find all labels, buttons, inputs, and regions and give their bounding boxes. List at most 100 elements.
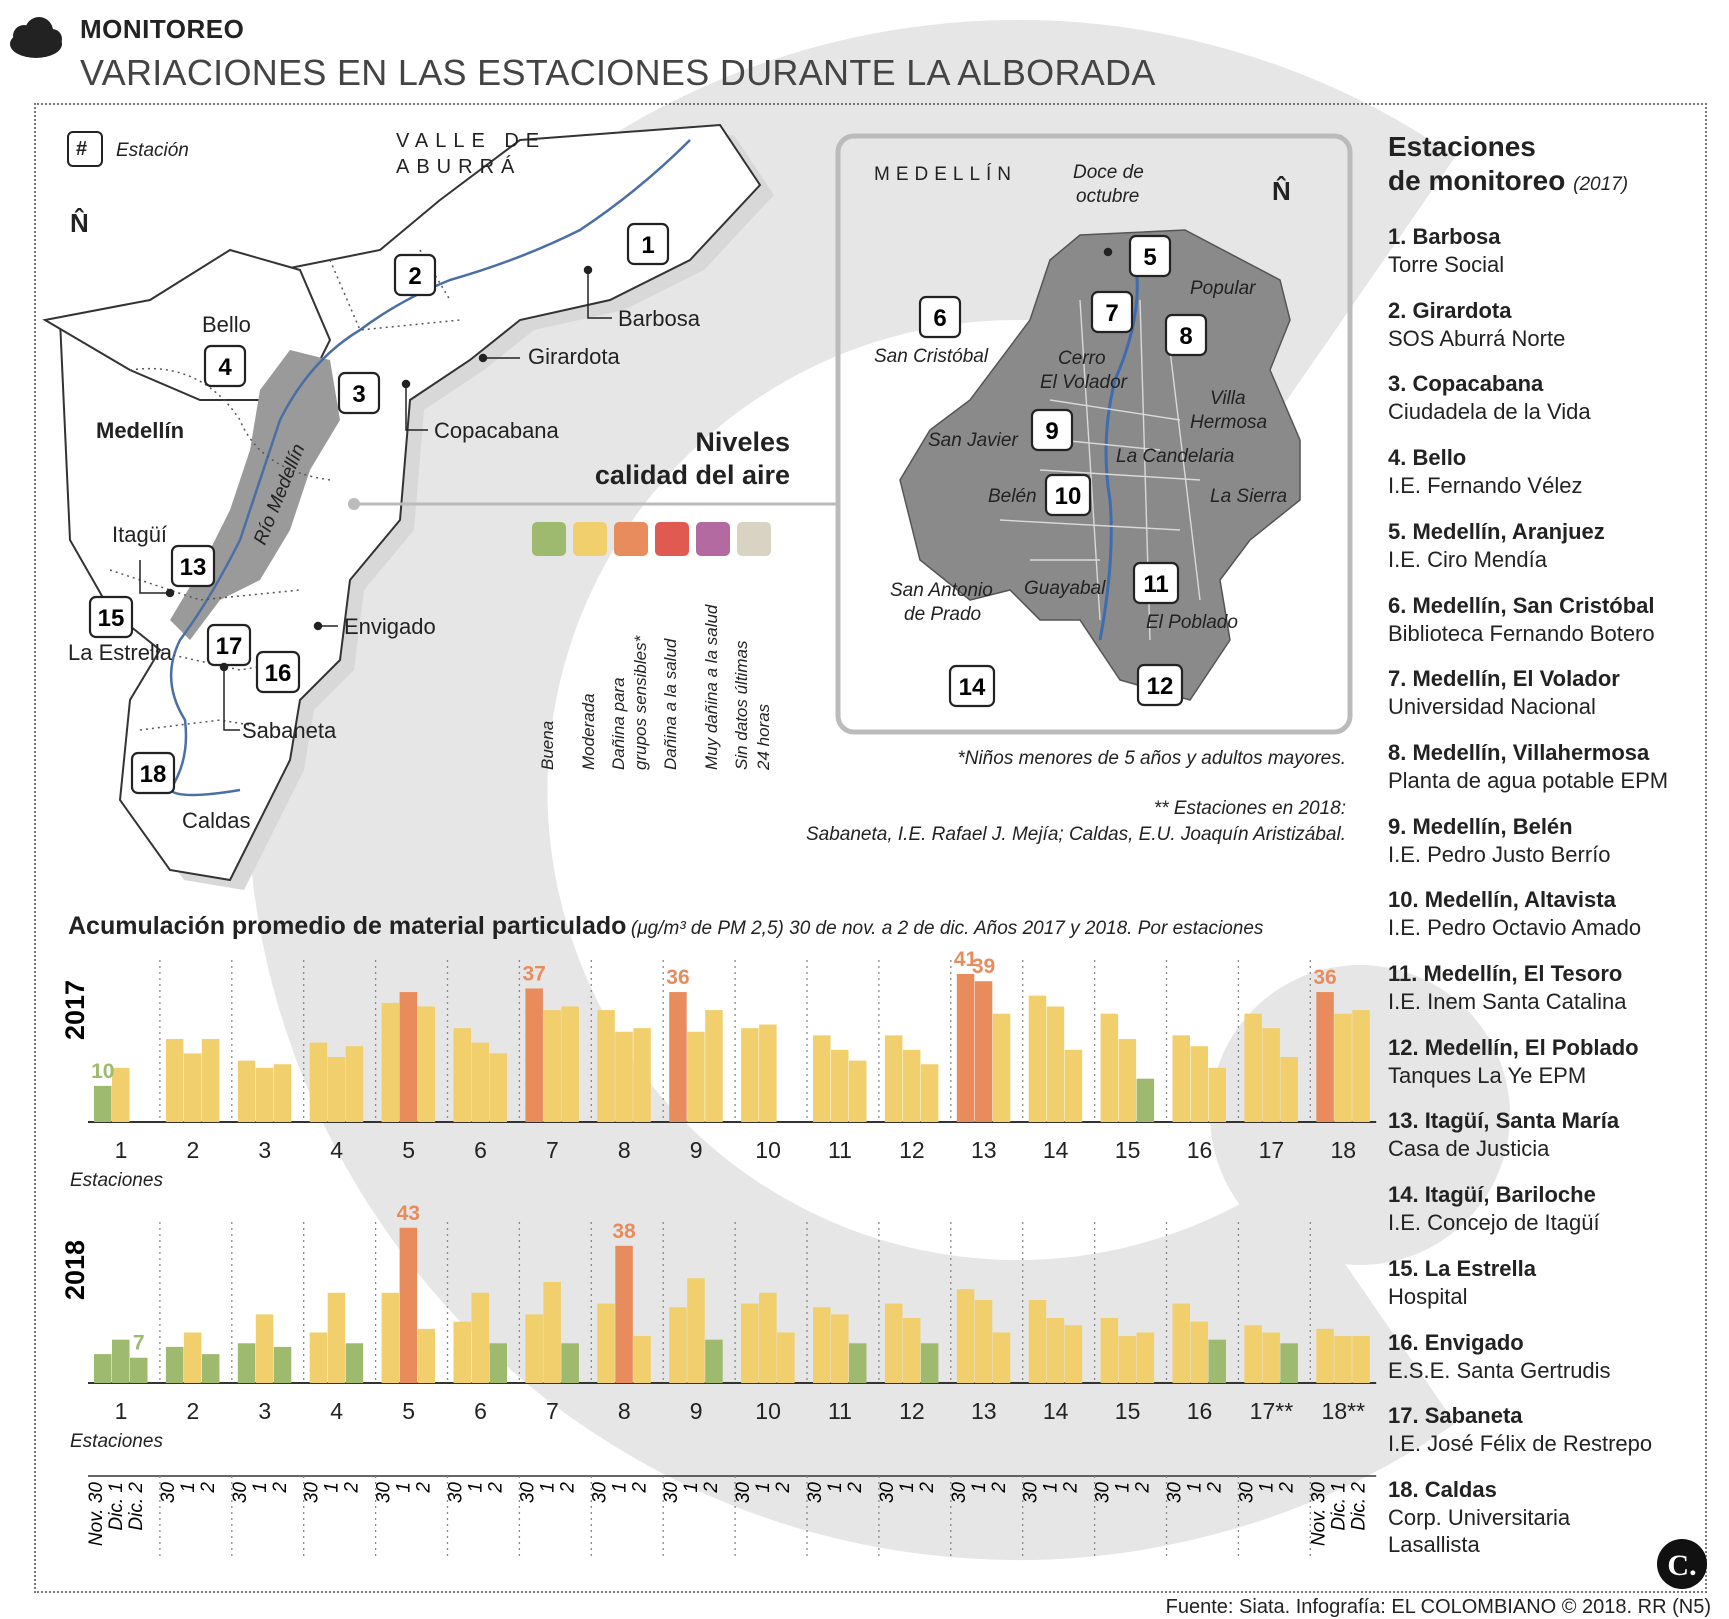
bar-2018-station-17-day-2 bbox=[1280, 1343, 1298, 1383]
bar-2017-station-9-day-1 bbox=[687, 1031, 705, 1122]
x-axis-label-2017: Estaciones bbox=[70, 1170, 163, 1191]
year-label-2017: 2017 bbox=[60, 980, 90, 1040]
bar-2018-station-7-day-1 bbox=[543, 1281, 561, 1383]
source-credit: Fuente: Siata. Infografía: EL COLOMBIANO… bbox=[1165, 1596, 1711, 1618]
bar-2018-station-10-day-2 bbox=[777, 1332, 795, 1383]
station-name-1: 1. Barbosa bbox=[1388, 224, 1501, 249]
bar-2018-station-13-day-1 bbox=[974, 1299, 993, 1383]
station-place-4: I.E. Fernando Vélez bbox=[1388, 473, 1583, 499]
station-tick-2017-3: 3 bbox=[258, 1137, 271, 1163]
station-name-13: 13. Itagüí, Santa María bbox=[1388, 1108, 1620, 1134]
chart-subtitle: (μg/m³ de PM 2,5) 30 de nov. a 2 de dic.… bbox=[630, 918, 1264, 939]
station-tick-2018-8: 8 bbox=[618, 1398, 631, 1424]
station-name-2: 2. Girardota bbox=[1388, 297, 1512, 323]
station-place-6: Biblioteca Fernando Botero bbox=[1388, 620, 1655, 646]
day-tick-14-2: 1 bbox=[1041, 1482, 1062, 1493]
place-copacabana: Copacabana bbox=[434, 418, 559, 443]
station-tick-2017-4: 4 bbox=[330, 1137, 343, 1163]
inset-place-de-prado: de Prado bbox=[904, 604, 982, 625]
bar-2018-station-18**-day-30 bbox=[1316, 1328, 1334, 1383]
station-tick-2017-11: 11 bbox=[828, 1137, 852, 1163]
svg-text:12: 12 bbox=[1147, 673, 1174, 700]
station-markers: 1 2 3 4 13 15 17 16 18 5 6 7 8 9 10 11 1… bbox=[88, 222, 1208, 795]
svg-text:1: 1 bbox=[641, 232, 654, 259]
bar-2018-station-9-day-1 bbox=[687, 1278, 705, 1383]
bar-2018-station-15-day-1 bbox=[1118, 1336, 1137, 1383]
bar-2017-station-6-day-1 bbox=[471, 1042, 489, 1122]
day-tick-3-1: 30 bbox=[230, 1482, 251, 1504]
station-tick-2018-9: 9 bbox=[690, 1398, 703, 1424]
bar-2018-station-4-day-2 bbox=[345, 1343, 364, 1383]
inset-place-el-poblado: El Poblado bbox=[1146, 612, 1238, 633]
station-tick-2017-10: 10 bbox=[755, 1137, 781, 1163]
value-label-2017-1: 10 bbox=[91, 1060, 114, 1083]
station-name-12: 12. Medellín, El Poblado bbox=[1388, 1034, 1639, 1060]
bar-2018-station-3-day-30 bbox=[237, 1343, 256, 1383]
station-tick-2018-2: 2 bbox=[187, 1398, 200, 1424]
bar-2018-station-15-day-2 bbox=[1136, 1332, 1155, 1383]
bar-2017-station-4-day-1 bbox=[327, 1057, 346, 1122]
legend-title-line1: Niveles bbox=[695, 427, 790, 457]
bar-2018-station-7-day-30 bbox=[525, 1314, 543, 1383]
bar-2018-station-11-day-1 bbox=[831, 1314, 849, 1383]
day-tick-18-2: Dic. 1 bbox=[1328, 1482, 1349, 1531]
bar-2018-station-5-day-30 bbox=[381, 1292, 400, 1383]
station-tick-2017-1: 1 bbox=[115, 1137, 128, 1163]
svg-text:5: 5 bbox=[1143, 244, 1156, 271]
day-tick-8-2: 1 bbox=[609, 1482, 630, 1493]
bar-2018-station-5-day-1 bbox=[399, 1227, 418, 1383]
bar-2017-station-5-day-2 bbox=[417, 1006, 436, 1122]
station-place-7: Universidad Nacional bbox=[1388, 694, 1596, 720]
station-tick-2017-5: 5 bbox=[402, 1137, 415, 1163]
bar-2018-station-8-day-30 bbox=[597, 1303, 615, 1383]
place-itagui: Itagüí bbox=[112, 522, 168, 547]
station-place-18-line2: Lasallista bbox=[1388, 1531, 1480, 1557]
station-name-15: 15. La Estrella bbox=[1388, 1255, 1536, 1281]
station-tick-2017-18: 18 bbox=[1331, 1137, 1357, 1163]
bar-2017-station-4-day-30 bbox=[309, 1042, 328, 1122]
bar-2017-station-15-day-1 bbox=[1118, 1038, 1137, 1122]
bar-2017-station-2-day-2 bbox=[201, 1038, 220, 1122]
stations-title-line2: de monitoreo bbox=[1388, 165, 1566, 196]
station-place-3: Ciudadela de la Vida bbox=[1388, 399, 1591, 425]
day-tick-4-1: 30 bbox=[302, 1482, 323, 1504]
station-tick-2017-6: 6 bbox=[474, 1137, 487, 1163]
bar-2018-station-9-day-30 bbox=[669, 1307, 687, 1383]
day-tick-1-3: Dic. 2 bbox=[126, 1482, 147, 1531]
value-label-2017-3: 36 bbox=[666, 966, 689, 989]
station-place-2: SOS Aburrá Norte bbox=[1388, 325, 1566, 351]
bar-2018-station-15-day-30 bbox=[1100, 1318, 1119, 1383]
station-tick-2017-14: 14 bbox=[1043, 1137, 1069, 1163]
bar-2018-station-9-day-2 bbox=[705, 1339, 723, 1383]
region-title-line1: VALLE DE bbox=[396, 130, 547, 152]
bar-2018-station-17-day-1 bbox=[1262, 1332, 1280, 1383]
svg-text:7: 7 bbox=[1105, 300, 1118, 327]
station-tick-2017-15: 15 bbox=[1115, 1137, 1141, 1163]
bar-2017-station-2-day-1 bbox=[183, 1053, 202, 1122]
chart-title-main: Acumulación promedio de material particu… bbox=[68, 912, 627, 940]
bar-2017-station-17-day-2 bbox=[1280, 1057, 1298, 1122]
bar-2017-station-8-day-30 bbox=[597, 1010, 615, 1122]
day-tick-7-1: 30 bbox=[517, 1482, 538, 1504]
station-tick-2018-5: 5 bbox=[402, 1398, 415, 1424]
station-name-4: 4. Bello bbox=[1388, 445, 1467, 471]
bar-2018-station-8-day-2 bbox=[633, 1336, 651, 1383]
inset-place-la-candelaria: La Candelaria bbox=[1116, 446, 1235, 467]
legend-swatch-5 bbox=[696, 522, 730, 556]
bar-2018-station-16-day-30 bbox=[1172, 1303, 1190, 1383]
bar-2018-station-7-day-2 bbox=[561, 1343, 579, 1383]
bar-2017-station-13-day-1 bbox=[974, 981, 993, 1122]
bar-2018-station-4-day-30 bbox=[309, 1332, 328, 1383]
bar-2018-station-4-day-1 bbox=[327, 1292, 346, 1383]
inset-place-san-antonio: San Antonio bbox=[890, 580, 993, 601]
bar-2017-station-8-day-1 bbox=[615, 1031, 633, 1122]
bar-2018-station-6-day-2 bbox=[489, 1343, 507, 1383]
place-envigado: Envigado bbox=[344, 614, 436, 639]
day-tick-15-2: 1 bbox=[1113, 1482, 1134, 1493]
bar-2018-station-12-day-30 bbox=[884, 1303, 903, 1383]
svg-text:17: 17 bbox=[216, 633, 243, 660]
day-tick-6-1: 30 bbox=[446, 1482, 467, 1504]
legend-swatch-3 bbox=[614, 522, 648, 556]
station-tick-2017-9: 9 bbox=[690, 1137, 703, 1163]
